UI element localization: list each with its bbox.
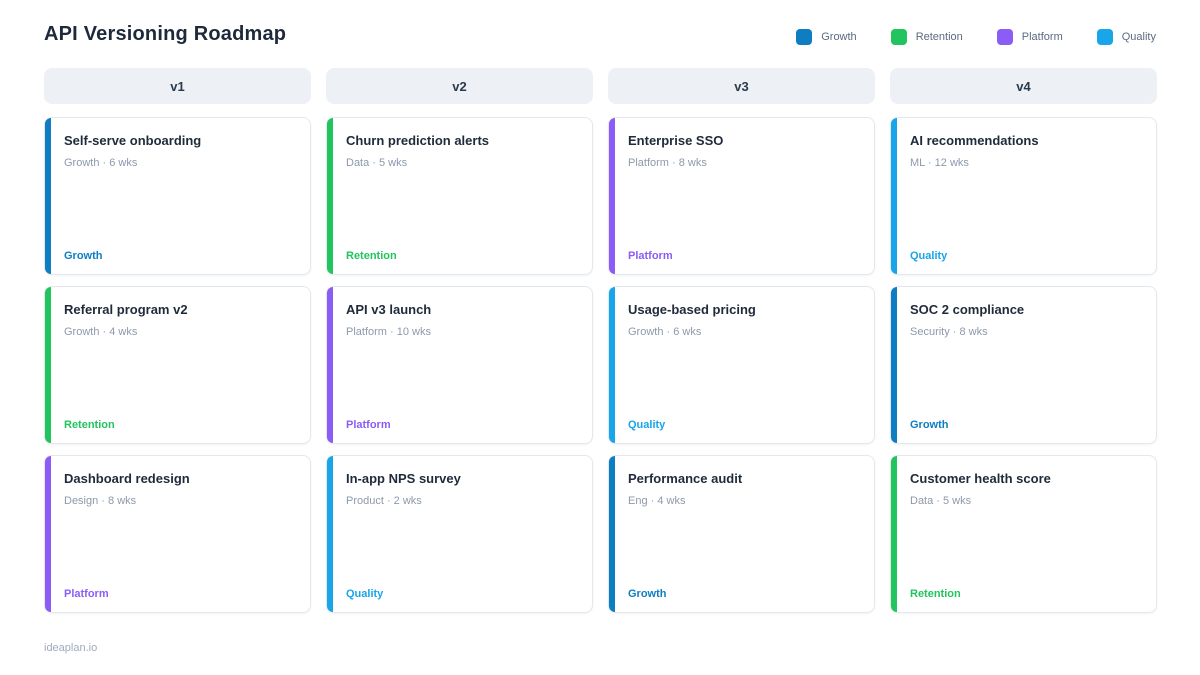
legend-item: Growth	[796, 29, 857, 45]
card-title: API v3 launch	[346, 302, 432, 317]
legend-swatch-icon	[996, 29, 1013, 45]
card-tag: Retention	[64, 419, 115, 431]
roadmap-card[interactable]: Dashboard redesign Design · 8 wks Platfo…	[44, 455, 311, 613]
card-title: AI recommendations	[910, 133, 1039, 148]
roadmap-column: v3 Enterprise SSO Platform · 8 wks Platf…	[608, 68, 875, 613]
card-accent-stripe	[609, 456, 615, 612]
roadmap-column: v1 Self-serve onboarding Growth · 6 wks …	[44, 68, 311, 613]
card-meta: Security · 8 wks	[910, 326, 988, 338]
card-tag: Quality	[346, 588, 384, 600]
legend-label: Platform	[1021, 31, 1063, 43]
column-header: v3	[608, 68, 875, 104]
column-header: v1	[44, 68, 311, 104]
card-accent-stripe	[891, 287, 897, 443]
card-title: Self-serve onboarding	[64, 133, 202, 148]
card-title: Enterprise SSO	[628, 133, 724, 148]
card-accent-stripe	[609, 287, 615, 443]
roadmap-board: v1 Self-serve onboarding Growth · 6 wks …	[44, 68, 1157, 613]
legend-swatch-icon	[796, 29, 813, 45]
legend-label: Quality	[1121, 31, 1156, 43]
legend-item: Platform	[996, 29, 1063, 45]
card-tag: Quality	[910, 250, 948, 262]
roadmap-card[interactable]: Customer health score Data · 5 wks Reten…	[890, 455, 1157, 613]
card-title: Performance audit	[628, 471, 743, 486]
card-meta: Eng · 4 wks	[628, 495, 686, 507]
column-cards: Churn prediction alerts Data · 5 wks Ret…	[326, 117, 593, 613]
card-accent-stripe	[327, 118, 333, 274]
legend: Growth Retention Platform Quality	[796, 29, 1156, 45]
column-cards: AI recommendations ML · 12 wks Quality S…	[890, 117, 1157, 613]
column-header: v4	[890, 68, 1157, 104]
card-title: Usage-based pricing	[628, 302, 756, 317]
card-accent-stripe	[609, 118, 615, 274]
card-tag: Platform	[628, 250, 673, 262]
card-title: Dashboard redesign	[64, 471, 190, 486]
roadmap-card[interactable]: Referral program v2 Growth · 4 wks Reten…	[44, 286, 311, 444]
roadmap-column: v2 Churn prediction alerts Data · 5 wks …	[326, 68, 593, 613]
card-title: Referral program v2	[64, 302, 188, 317]
card-title: SOC 2 compliance	[910, 302, 1025, 317]
roadmap-card[interactable]: Usage-based pricing Growth · 6 wks Quali…	[608, 286, 875, 444]
card-meta: Data · 5 wks	[910, 495, 972, 507]
card-tag: Retention	[346, 250, 397, 262]
card-tag: Platform	[64, 588, 109, 600]
card-tag: Growth	[628, 588, 667, 600]
card-meta: Platform · 8 wks	[628, 157, 707, 169]
card-meta: Growth · 4 wks	[64, 326, 138, 338]
topbar: API Versioning Roadmap Growth Retention …	[0, 0, 1200, 52]
legend-swatch-icon	[1096, 29, 1113, 45]
roadmap-card[interactable]: SOC 2 compliance Security · 8 wks Growth	[890, 286, 1157, 444]
card-title: Churn prediction alerts	[346, 133, 490, 148]
legend-swatch-icon	[890, 29, 907, 45]
card-meta: Growth · 6 wks	[628, 326, 702, 338]
card-accent-stripe	[327, 287, 333, 443]
card-meta: Platform · 10 wks	[346, 326, 431, 338]
roadmap-card[interactable]: Enterprise SSO Platform · 8 wks Platform	[608, 117, 875, 275]
card-meta: ML · 12 wks	[910, 157, 969, 169]
column-cards: Self-serve onboarding Growth · 6 wks Gro…	[44, 117, 311, 613]
card-accent-stripe	[327, 456, 333, 612]
legend-label: Growth	[821, 31, 857, 43]
card-accent-stripe	[891, 456, 897, 612]
roadmap-card[interactable]: Self-serve onboarding Growth · 6 wks Gro…	[44, 117, 311, 275]
roadmap-card[interactable]: Performance audit Eng · 4 wks Growth	[608, 455, 875, 613]
roadmap-card[interactable]: AI recommendations ML · 12 wks Quality	[890, 117, 1157, 275]
card-accent-stripe	[891, 118, 897, 274]
card-meta: Growth · 6 wks	[64, 157, 138, 169]
legend-item: Quality	[1096, 29, 1156, 45]
card-meta: Data · 5 wks	[346, 157, 408, 169]
column-header: v2	[326, 68, 593, 104]
card-tag: Growth	[64, 250, 103, 262]
roadmap-card[interactable]: In-app NPS survey Product · 2 wks Qualit…	[326, 455, 593, 613]
card-title: Customer health score	[910, 471, 1051, 486]
roadmap-card[interactable]: Churn prediction alerts Data · 5 wks Ret…	[326, 117, 593, 275]
card-title: In-app NPS survey	[346, 471, 461, 486]
legend-item: Retention	[890, 29, 963, 45]
card-accent-stripe	[45, 118, 51, 274]
roadmap-column: v4 AI recommendations ML · 12 wks Qualit…	[890, 68, 1157, 613]
legend-label: Retention	[915, 31, 963, 43]
card-tag: Growth	[910, 419, 949, 431]
page-title: API Versioning Roadmap	[44, 22, 287, 45]
card-accent-stripe	[45, 456, 51, 612]
card-tag: Platform	[346, 419, 391, 431]
roadmap-card[interactable]: API v3 launch Platform · 10 wks Platform	[326, 286, 593, 444]
card-tag: Quality	[628, 419, 666, 431]
card-tag: Retention	[910, 588, 961, 600]
card-meta: Product · 2 wks	[346, 495, 422, 507]
card-accent-stripe	[45, 287, 51, 443]
card-meta: Design · 8 wks	[64, 495, 137, 507]
column-cards: Enterprise SSO Platform · 8 wks Platform…	[608, 117, 875, 613]
footer-brand: ideaplan.io	[44, 642, 98, 654]
